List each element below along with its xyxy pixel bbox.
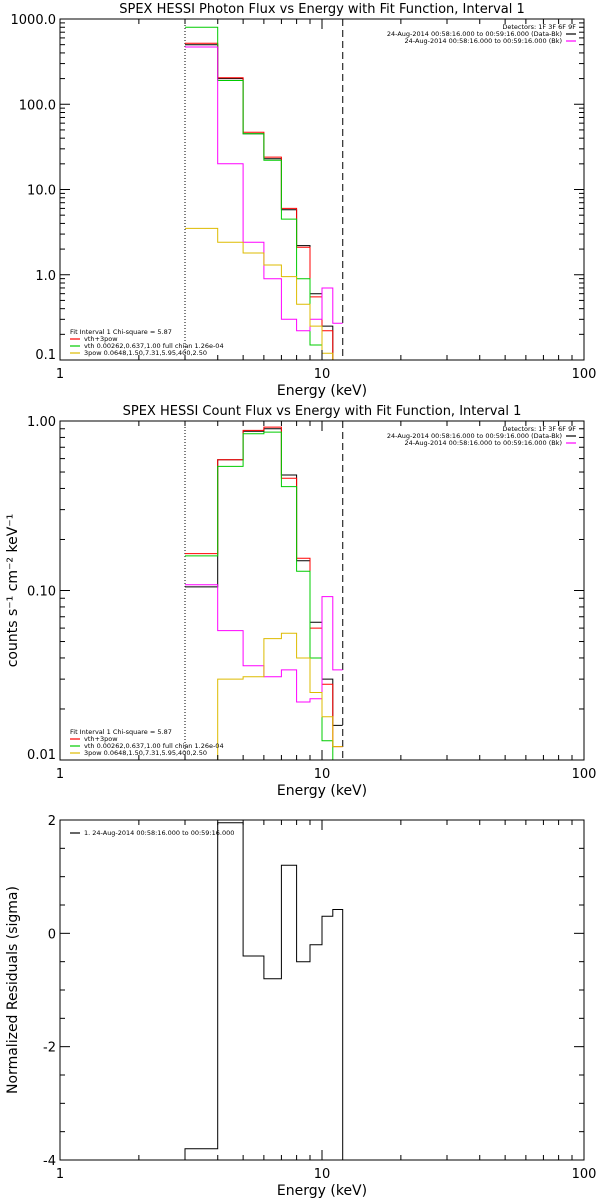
- series-group: [184, 822, 344, 1160]
- x-tick-label: 1: [56, 767, 64, 782]
- legend-entry: 24-Aug-2014 00:58:16.000 to 00:59:16.000…: [387, 30, 562, 38]
- y-tick-label: 2: [48, 814, 56, 829]
- legend-entry: 3pow 0.0648,1.50,7.31,5.95,400,2.50: [84, 749, 207, 757]
- series-line-data: [185, 428, 343, 726]
- y-tick-label: -2: [43, 1041, 56, 1056]
- y-tick-label: 0: [48, 927, 56, 942]
- plot-frame: [59, 819, 585, 1161]
- x-tick-label: 1: [56, 1167, 64, 1182]
- series-line-s4: [185, 227, 343, 360]
- legend-entry: vth 0.00262,0.637,1.00 full chian 1.26e-…: [84, 742, 224, 750]
- legend-entry: 1. 24-Aug-2014 00:58:16.000 to 00:59:16.…: [84, 829, 234, 837]
- panel-3: 1 10 100 Energy (keV) -4 -2 0 2 Normalized Resid…: [5, 814, 596, 1199]
- x-tick-label: 1: [56, 367, 64, 382]
- x-tick-label: 10: [314, 767, 331, 782]
- legend-detectors: Detectors: 1F 3F 6F 9F: [502, 23, 576, 31]
- series-line-s0: [184, 822, 344, 1160]
- y-tick-label: 0.01: [27, 748, 56, 763]
- legend-entry: vth+3pow: [84, 335, 118, 343]
- series-line-s4: [185, 632, 343, 760]
- series-line-3pow: [185, 46, 343, 332]
- series-group: [185, 26, 343, 360]
- legend-entry: 24-Aug-2014 00:58:16.000 to 00:59:16.000…: [387, 432, 562, 440]
- series-line-vth: [185, 26, 343, 360]
- y-tick-label: 100.0: [19, 98, 56, 113]
- series-line-vth-3pow: [185, 42, 343, 360]
- series-line-3pow: [185, 584, 343, 703]
- legend-entry: 3pow 0.0648,1.50,7.31,5.95,400,2.50: [84, 349, 207, 357]
- y-tick-label: 1000.0: [11, 13, 57, 28]
- legend-entry: vth+3pow: [84, 735, 118, 743]
- legend-fit-header: Fit Interval 1 Chi-square = 5.87: [70, 328, 172, 336]
- series-line-vth: [185, 431, 343, 760]
- y-tick-label: 10.0: [27, 184, 56, 199]
- y-axis-label: counts s⁻¹ cm⁻² keV⁻¹: [5, 514, 21, 668]
- panel-title: SPEX HESSI Count Flux vs Energy with Fit…: [123, 404, 522, 419]
- y-axis-label: Normalized Residuals (sigma): [5, 886, 21, 1094]
- legend-detectors: Detectors: 1F 3F 6F 9F: [502, 425, 576, 433]
- legend-entry: vth 0.00262,0.637,1.00 full chian 1.26e-…: [84, 342, 224, 350]
- legend-entry: 24-Aug-2014 00:58:16.000 to 00:59:16.000…: [405, 439, 562, 447]
- series-group: [185, 426, 343, 760]
- x-tick-label: 100: [572, 767, 597, 782]
- x-axis-label: Energy (keV): [277, 383, 367, 399]
- legend-fit-header: Fit Interval 1 Chi-square = 5.87: [70, 728, 172, 736]
- x-tick-label: 10: [314, 1167, 331, 1182]
- x-tick-label: 100: [572, 1167, 597, 1182]
- x-tick-label: 10: [314, 367, 331, 382]
- panel-1: SPEX HESSI Photon Flux vs Energy with Fi…: [11, 2, 597, 399]
- y-tick-label: -4: [43, 1154, 56, 1169]
- legend-entry: 24-Aug-2014 00:58:16.000 to 00:59:16.000…: [405, 37, 562, 45]
- series-line-vth-3pow: [185, 426, 343, 748]
- panel-title: SPEX HESSI Photon Flux vs Energy with Fi…: [119, 2, 525, 17]
- y-tick-label: 1.0: [35, 269, 56, 284]
- y-tick-label: 0.1: [35, 348, 56, 363]
- y-tick-label: 0.10: [27, 585, 56, 600]
- series-line-data: [185, 44, 343, 360]
- panel-2: SPEX HESSI Count Flux vs Energy with Fit…: [5, 404, 596, 799]
- x-axis-label: Energy (keV): [277, 1183, 367, 1199]
- y-tick-label: 1.00: [27, 415, 56, 430]
- x-tick-label: 100: [572, 367, 597, 382]
- x-axis-label: Energy (keV): [277, 783, 367, 799]
